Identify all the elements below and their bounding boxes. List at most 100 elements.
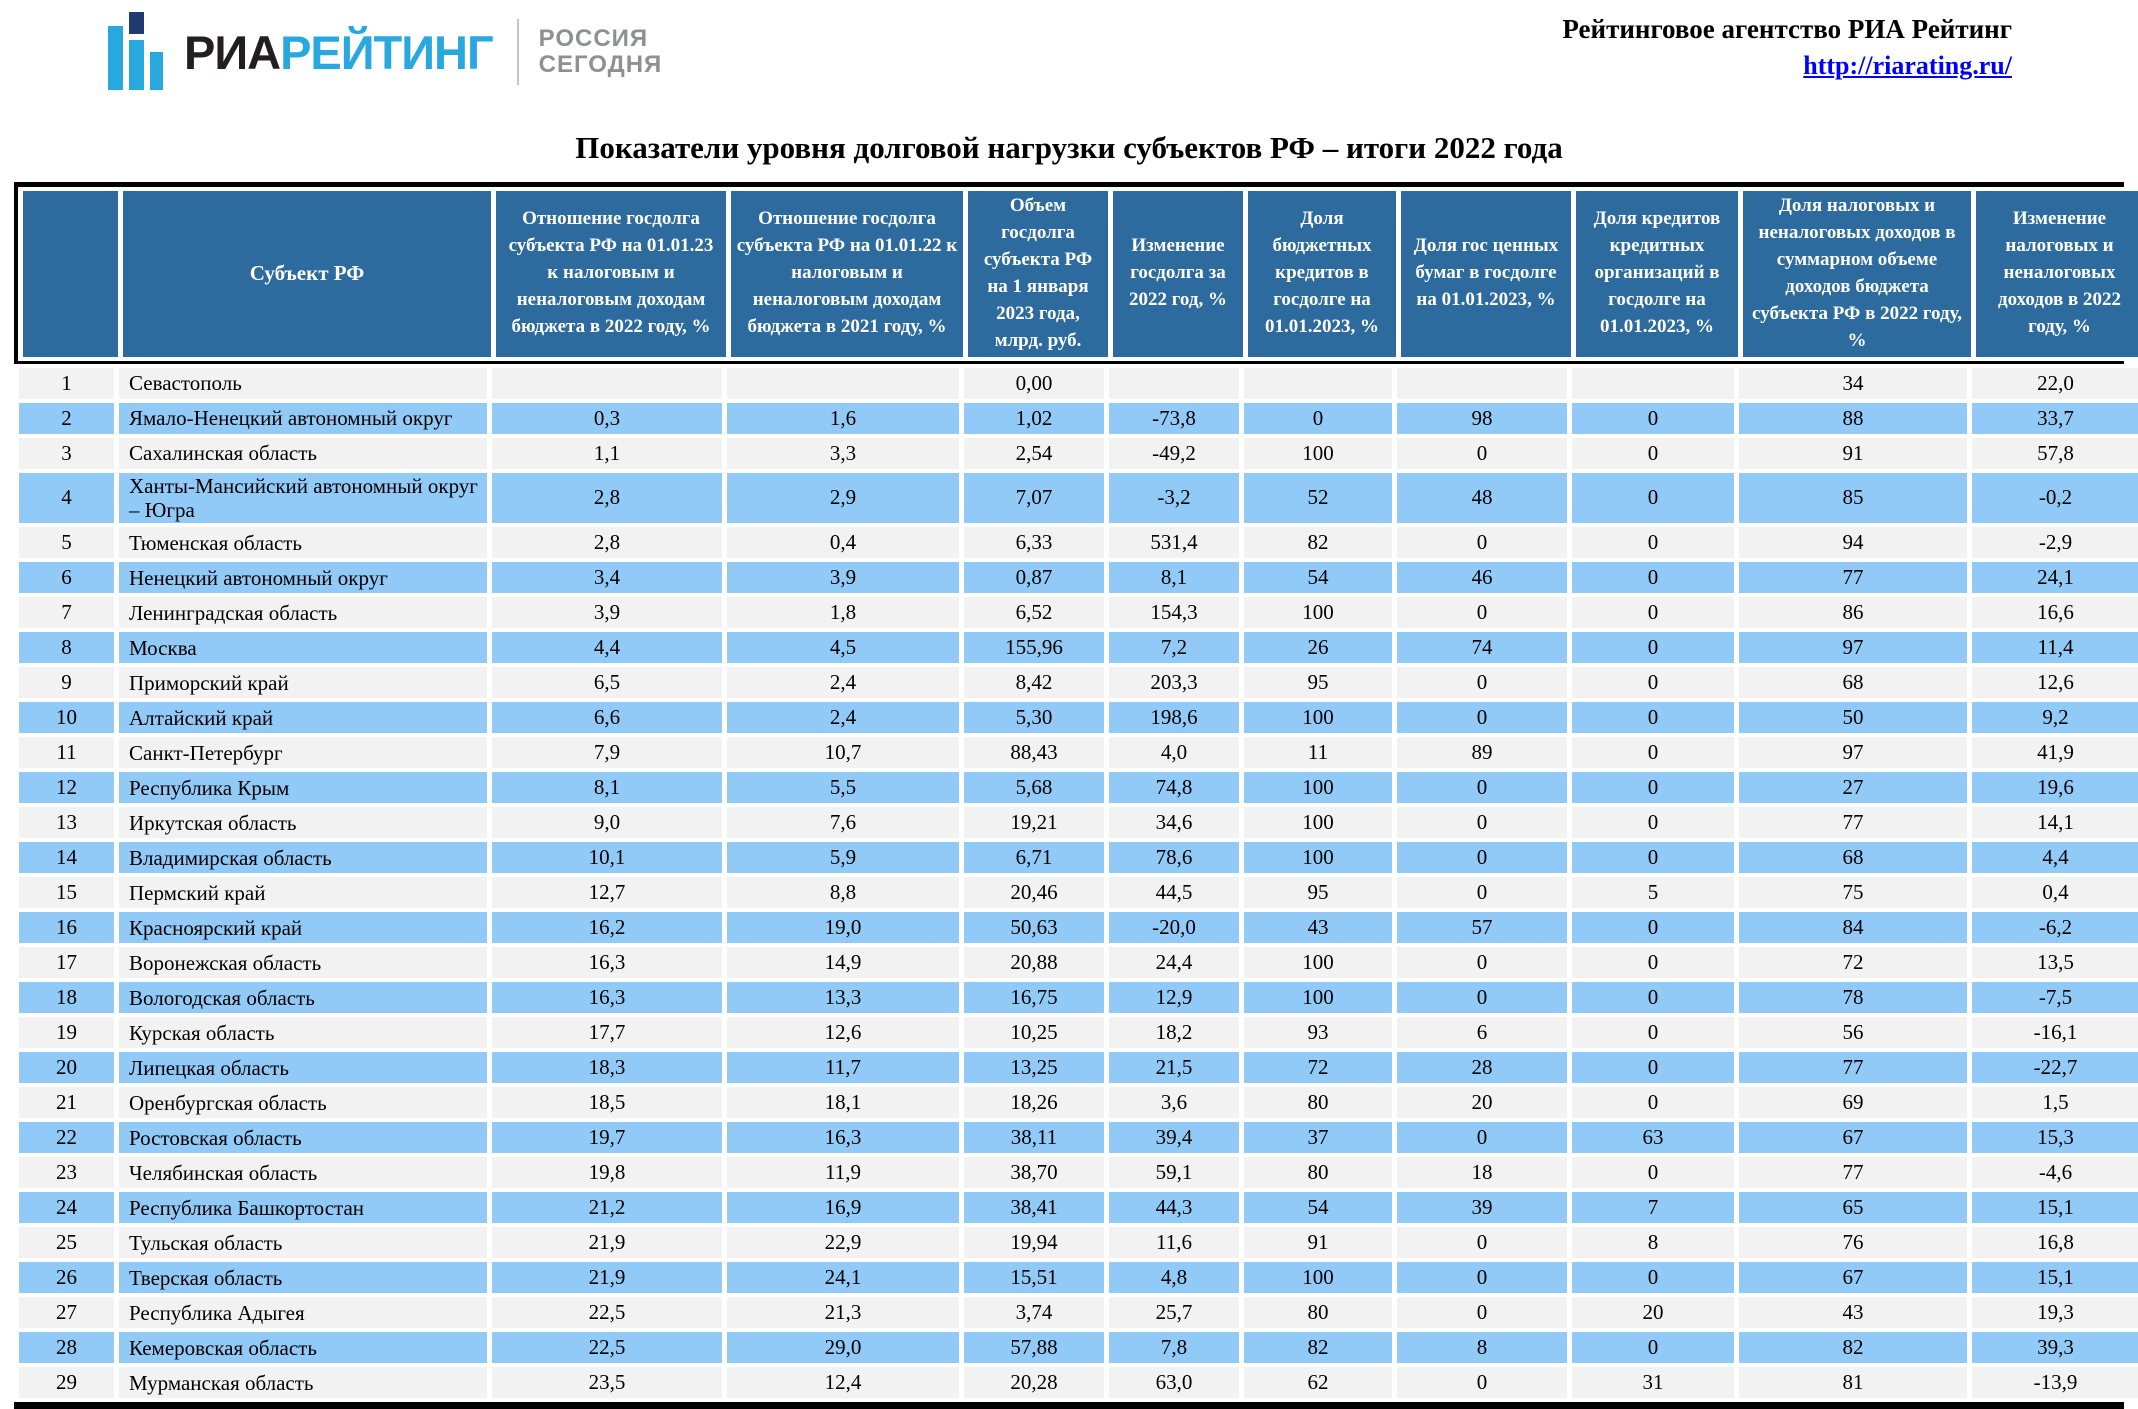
cell-value: 29,0 xyxy=(727,1332,959,1364)
cell-value xyxy=(1572,367,1734,399)
region-name: Москва xyxy=(119,632,487,664)
cell-value: 1,5 xyxy=(1972,1087,2138,1119)
cell-value: 3,4 xyxy=(492,562,722,594)
cell-value: 78,6 xyxy=(1109,842,1239,874)
cell-value: 44,5 xyxy=(1109,877,1239,909)
cell-value: 26 xyxy=(1244,632,1392,664)
cell-value xyxy=(1244,367,1392,399)
row-number: 15 xyxy=(19,877,114,909)
cell-value: 4,5 xyxy=(727,632,959,664)
cell-value: 7,2 xyxy=(1109,632,1239,664)
table-row: 28 Кемеровская область 22,5 29,0 57,88 7,8 82 8… xyxy=(19,1332,2138,1364)
logo-divider xyxy=(516,19,519,85)
cell-value: -6,2 xyxy=(1972,912,2138,944)
cell-value: 3,9 xyxy=(727,562,959,594)
table-row: 6 Ненецкий автономный округ 3,4 3,9 0,87 8,1 5… xyxy=(19,562,2138,594)
cell-value: 81 xyxy=(1739,1367,1967,1399)
region-name: Севастополь xyxy=(119,367,487,399)
cell-value: 88,43 xyxy=(964,737,1104,769)
cell-value: 46 xyxy=(1397,562,1567,594)
cell-value: 0 xyxy=(1572,982,1734,1014)
cell-value: 100 xyxy=(1244,982,1392,1014)
page-title: Показатели уровня долговой нагрузки субъ… xyxy=(575,130,1563,165)
cell-value: 8,1 xyxy=(1109,562,1239,594)
cell-value: 74,8 xyxy=(1109,772,1239,804)
cell-value: 86 xyxy=(1739,597,1967,629)
table-row: 7 Ленинградская область 3,9 1,8 6,52 154,3 100… xyxy=(19,597,2138,629)
region-name: Вологодская область xyxy=(119,982,487,1014)
cell-value: 0 xyxy=(1572,947,1734,979)
cell-value: 100 xyxy=(1244,947,1392,979)
cell-value: 5,68 xyxy=(964,772,1104,804)
agency-link[interactable]: http://riarating.ru/ xyxy=(1803,51,2012,80)
cell-value: 9,0 xyxy=(492,807,722,839)
table-row: 10 Алтайский край 6,6 2,4 5,30 198,6 100 0 0 50 9,… xyxy=(19,702,2138,734)
cell-value: 0 xyxy=(1572,702,1734,734)
region-name: Курская область xyxy=(119,1017,487,1049)
row-number: 14 xyxy=(19,842,114,874)
row-number: 16 xyxy=(19,912,114,944)
cell-value: -22,7 xyxy=(1972,1052,2138,1084)
cell-value: 68 xyxy=(1739,667,1967,699)
row-number: 9 xyxy=(19,667,114,699)
cell-value: 2,8 xyxy=(492,472,722,524)
cell-value xyxy=(492,367,722,399)
cell-value: 5 xyxy=(1572,877,1734,909)
cell-value: 8,1 xyxy=(492,772,722,804)
table-row: 8 Москва 4,4 4,5 155,96 7,2 26 74 0 97 11,4 xyxy=(19,632,2138,664)
cell-value: 39,3 xyxy=(1972,1332,2138,1364)
cell-value: 16,3 xyxy=(727,1122,959,1154)
cell-value: 16,3 xyxy=(492,982,722,1014)
cell-value: 100 xyxy=(1244,702,1392,734)
table-row: 11 Санкт-Петербург 7,9 10,7 88,43 4,0 11 89 0 97 4… xyxy=(19,737,2138,769)
cell-value: 77 xyxy=(1739,1052,1967,1084)
row-number: 19 xyxy=(19,1017,114,1049)
cell-value: 91 xyxy=(1244,1227,1392,1259)
cell-value: 7,07 xyxy=(964,472,1104,524)
cell-value: 11,7 xyxy=(727,1052,959,1084)
cell-value: 20 xyxy=(1397,1087,1567,1119)
cell-value: 6,71 xyxy=(964,842,1104,874)
region-name: Тульская область xyxy=(119,1227,487,1259)
cell-value: 18,5 xyxy=(492,1087,722,1119)
cell-value: 21,3 xyxy=(727,1297,959,1329)
cell-value: 0 xyxy=(1572,472,1734,524)
column-header-6: Доля бюджетных кредитов в госдолге на 01… xyxy=(1248,191,1396,357)
cell-value: 11 xyxy=(1244,737,1392,769)
cell-value: 13,3 xyxy=(727,982,959,1014)
ria-logo-icon xyxy=(108,12,170,92)
cell-value: 93 xyxy=(1244,1017,1392,1049)
debt-load-table: Субъект РФ Отношение госдолга субъекта РФ… xyxy=(14,182,2138,1409)
cell-value: 16,9 xyxy=(727,1192,959,1224)
cell-value: 3,3 xyxy=(727,437,959,469)
cell-value: 94 xyxy=(1739,527,1967,559)
cell-value: 20 xyxy=(1572,1297,1734,1329)
region-name: Сахалинская область xyxy=(119,437,487,469)
cell-value: 100 xyxy=(1244,772,1392,804)
cell-value: 39,4 xyxy=(1109,1122,1239,1154)
column-header-1: Субъект РФ xyxy=(123,191,491,357)
cell-value: 27 xyxy=(1739,772,1967,804)
cell-value: 100 xyxy=(1244,807,1392,839)
cell-value: 24,4 xyxy=(1109,947,1239,979)
cell-value: 2,4 xyxy=(727,667,959,699)
cell-value: 16,2 xyxy=(492,912,722,944)
cell-value: 38,41 xyxy=(964,1192,1104,1224)
cell-value: 1,8 xyxy=(727,597,959,629)
region-name: Республика Башкортостан xyxy=(119,1192,487,1224)
column-header-5: Изменение госдолга за 2022 год, % xyxy=(1113,191,1243,357)
cell-value: 0 xyxy=(1244,402,1392,434)
cell-value: 0 xyxy=(1397,807,1567,839)
cell-value: 8,8 xyxy=(727,877,959,909)
table-row: 3 Сахалинская область 1,1 3,3 2,54 -49,2 100 0 0… xyxy=(19,437,2138,469)
table-body: 1 Севастополь 0,00 34 22,0 2 Ямало-Ненецкий ав… xyxy=(14,363,2138,1403)
row-number: 11 xyxy=(19,737,114,769)
cell-value: 0 xyxy=(1572,1157,1734,1189)
cell-value: 198,6 xyxy=(1109,702,1239,734)
cell-value: 6,5 xyxy=(492,667,722,699)
cell-value: 65 xyxy=(1739,1192,1967,1224)
cell-value: 4,0 xyxy=(1109,737,1239,769)
cell-value: 3,74 xyxy=(964,1297,1104,1329)
cell-value: 72 xyxy=(1739,947,1967,979)
cell-value: 100 xyxy=(1244,597,1392,629)
